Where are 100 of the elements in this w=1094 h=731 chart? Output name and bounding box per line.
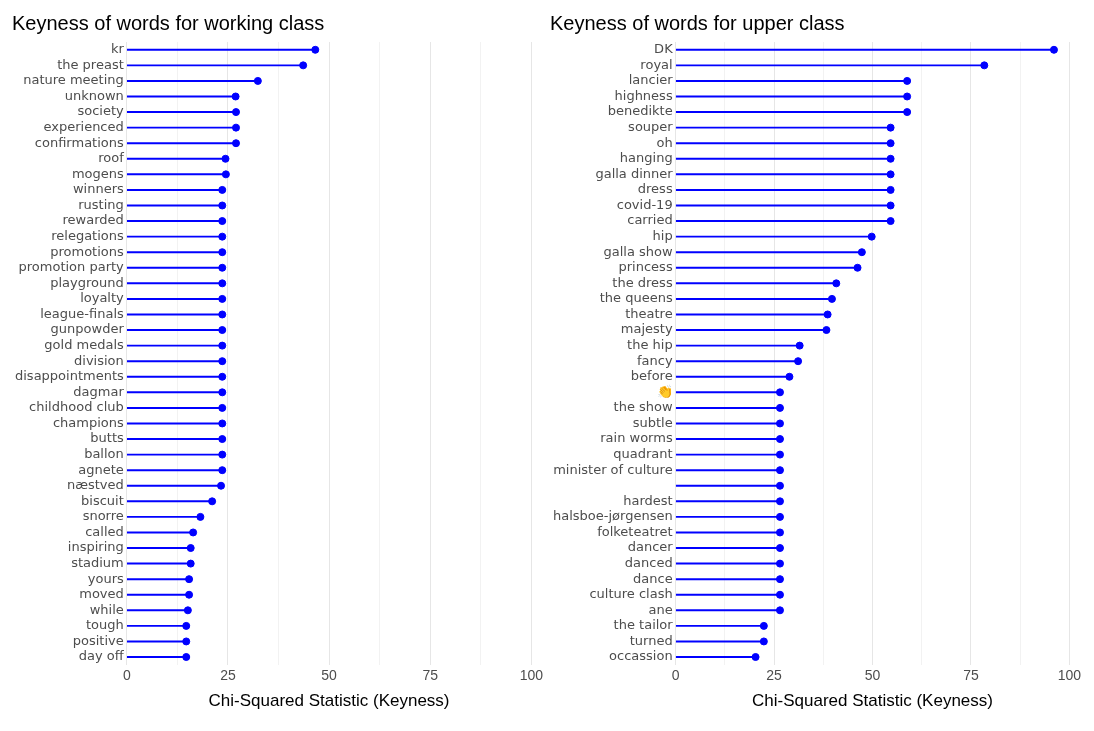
y-tick-label: subtle bbox=[632, 414, 673, 430]
y-tick-label: lancier bbox=[628, 72, 674, 88]
point bbox=[217, 481, 226, 490]
point bbox=[775, 497, 784, 506]
y-tick-label: rain worms bbox=[600, 430, 673, 446]
x-tick-label: 100 bbox=[1057, 667, 1082, 684]
point bbox=[218, 248, 227, 257]
point bbox=[886, 170, 895, 179]
y-tick-label: positive bbox=[72, 632, 124, 648]
y-tick-label: moved bbox=[79, 586, 124, 602]
y-tick-label: dancer bbox=[627, 539, 674, 555]
point bbox=[886, 217, 895, 226]
y-tick-label: dagmar bbox=[73, 383, 125, 399]
point bbox=[775, 528, 784, 537]
point bbox=[218, 201, 227, 210]
y-tick-label: the dress bbox=[612, 274, 673, 290]
x-tick-label: 50 bbox=[321, 667, 338, 684]
y-tick-label: experienced bbox=[43, 119, 124, 135]
y-tick-label: mogens bbox=[71, 165, 124, 181]
y-tick-label: snorre bbox=[82, 508, 124, 524]
y-tick-label: halsboe-jørgensen bbox=[552, 508, 673, 524]
point bbox=[299, 61, 308, 70]
y-tick-label: butts bbox=[90, 430, 124, 446]
y-tick-label: while bbox=[89, 601, 124, 617]
point bbox=[775, 466, 784, 475]
y-tick-label: the show bbox=[613, 399, 674, 415]
y-tick-label: gunpowder bbox=[50, 321, 125, 337]
y-tick-label: the preast bbox=[57, 56, 124, 72]
y-tick-label: biscuit bbox=[81, 492, 124, 508]
y-tick-label: royal bbox=[640, 56, 673, 72]
point bbox=[775, 481, 784, 490]
point bbox=[853, 263, 862, 272]
y-tick-label: day off bbox=[78, 648, 125, 664]
point bbox=[794, 357, 803, 366]
point bbox=[775, 512, 784, 521]
point bbox=[886, 139, 895, 148]
y-tick-label: dance bbox=[633, 570, 673, 586]
y-tick-label: champions bbox=[52, 414, 124, 430]
y-tick-label: carried bbox=[627, 212, 673, 228]
point bbox=[183, 606, 192, 615]
y-tick-label: majesty bbox=[620, 321, 673, 337]
point bbox=[185, 590, 194, 599]
point bbox=[759, 621, 768, 630]
chart-title: Keyness of words for working class bbox=[12, 11, 325, 34]
y-tick-label: division bbox=[74, 352, 124, 368]
y-tick-label: highness bbox=[614, 87, 673, 103]
point bbox=[775, 559, 784, 568]
y-tick-label: oh bbox=[656, 134, 673, 150]
y-tick-label: loyalty bbox=[80, 290, 125, 306]
point bbox=[823, 310, 832, 319]
point bbox=[775, 388, 784, 397]
x-tick-label: 100 bbox=[519, 667, 544, 684]
point bbox=[775, 590, 784, 599]
point bbox=[232, 139, 241, 148]
point bbox=[903, 108, 912, 117]
y-tick-label: souper bbox=[628, 119, 674, 135]
point bbox=[186, 544, 195, 553]
y-tick-label: playground bbox=[50, 274, 124, 290]
y-tick-label: fancy bbox=[637, 352, 673, 368]
y-tick-label: ane bbox=[648, 601, 673, 617]
point bbox=[185, 575, 194, 584]
x-axis-title: Chi-Squared Statistic (Keyness) bbox=[752, 691, 993, 711]
x-tick-label: 75 bbox=[963, 667, 979, 684]
y-tick-label: league-finals bbox=[40, 305, 124, 321]
point bbox=[903, 76, 912, 85]
point bbox=[775, 403, 784, 412]
y-tick-label: the hip bbox=[627, 336, 673, 352]
y-tick-label: childhood club bbox=[29, 399, 124, 415]
y-tick-label: winners bbox=[72, 181, 124, 197]
y-tick-label: galla dinner bbox=[595, 165, 674, 181]
point bbox=[795, 341, 804, 350]
point bbox=[221, 170, 230, 179]
y-tick-label: disappointments bbox=[15, 368, 125, 384]
point bbox=[775, 544, 784, 553]
y-tick-label: næstved bbox=[66, 477, 124, 493]
y-tick-label: stadium bbox=[71, 554, 124, 570]
point bbox=[232, 123, 241, 132]
point bbox=[759, 637, 768, 646]
x-tick-label: 0 bbox=[671, 667, 680, 684]
point bbox=[775, 450, 784, 459]
y-tick-label: the queens bbox=[599, 290, 673, 306]
y-tick-label: hanging bbox=[619, 150, 673, 166]
y-tick-label: rewarded bbox=[62, 212, 124, 228]
point bbox=[886, 154, 895, 163]
point bbox=[232, 108, 241, 117]
x-tick-label: 50 bbox=[864, 667, 881, 684]
chart-title: Keyness of words for upper class bbox=[550, 11, 845, 34]
point bbox=[218, 466, 227, 475]
y-tick-label: promotion party bbox=[18, 259, 125, 275]
point bbox=[857, 248, 866, 257]
y-tick-label: gold medals bbox=[44, 336, 124, 352]
point bbox=[886, 123, 895, 132]
y-tick-label: quadrant bbox=[613, 445, 673, 461]
y-tick-label: dress bbox=[637, 181, 673, 197]
y-tick-label: nature meeting bbox=[23, 72, 124, 88]
x-tick-label: 25 bbox=[220, 667, 236, 684]
point bbox=[231, 92, 240, 101]
point bbox=[751, 653, 760, 662]
y-tick-label: roof bbox=[98, 150, 125, 166]
y-tick-label: turned bbox=[629, 632, 673, 648]
